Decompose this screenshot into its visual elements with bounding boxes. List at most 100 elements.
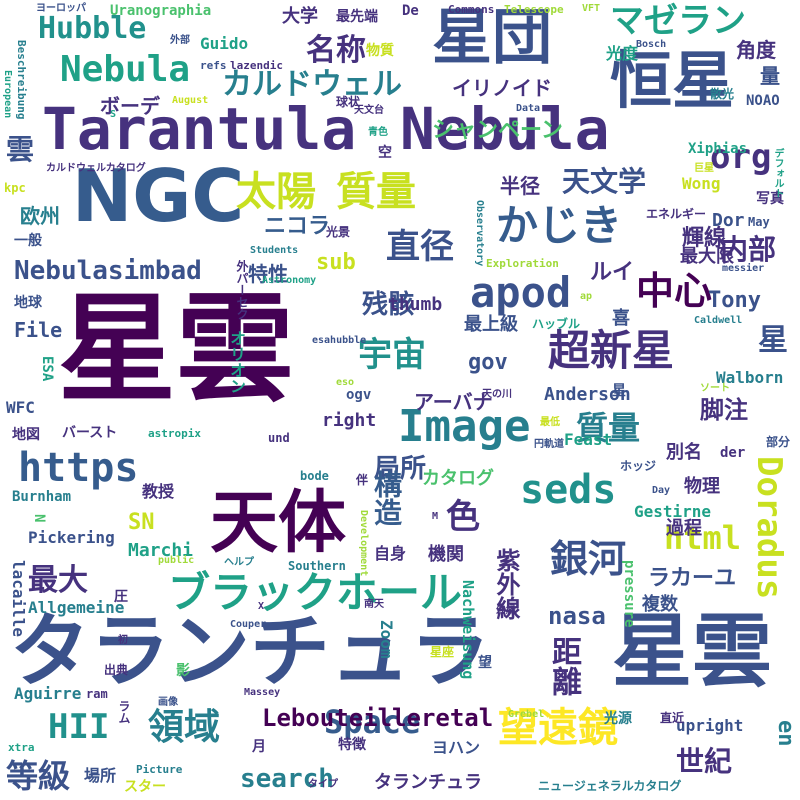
word-tarantula-katakana-small: タランチュラ [374,772,482,793]
word-anderson: Anderson [544,384,631,405]
word-zangai: 残骸 [362,290,415,320]
word-tsuki: 月 [252,739,266,755]
word-doradus: Doradus [749,456,789,600]
word-southern: Southern [288,559,346,573]
word-xtra: xtra [8,741,35,754]
word-kajiki: かじき [496,201,623,250]
word-tony: Tony [708,288,761,313]
word-shitsuryou-yellow: 質量 [336,169,416,215]
word-exploration: Exploration [486,257,559,270]
word-louis: ルイ [590,260,635,285]
word-nachweisung: Nachweisung [459,580,477,680]
word-ginga: 銀河 [550,537,627,581]
word-black-hole: ブラックホール [168,568,463,617]
word-und: und [268,431,290,445]
word-ryouiki-large: 領域 [148,707,221,748]
word-der: der [720,445,746,461]
word-help: ヘルプ [224,557,254,568]
word-nozomu: 望 [478,655,492,671]
word-eso: eso [336,377,355,388]
word-nebula-large: Nebula [400,95,610,163]
word-feast: Feast [564,430,613,449]
word-nanten: 南天 [364,599,384,610]
word-koukei: 光景 [326,225,351,239]
word-hii: HII [48,707,110,747]
word-lacaille: lacaille [9,560,28,638]
word-kisen: 輝線 [682,226,727,251]
word-kousei: 恒星 [610,44,735,117]
word-kumo: 雲 [6,133,35,166]
word-seidan: 星団 [432,3,552,73]
word-new-general-catalog: ニュージェネラルカタログ [538,779,682,793]
word-search: search [240,764,334,794]
word-apod: apod [470,268,572,317]
word-refs: refs [200,59,227,72]
word-noao: NOAO [746,93,780,109]
word-sort: ソート [700,383,730,394]
word-hodge: ホッジ [620,459,657,473]
word-oushuu: 欧州 [20,204,60,228]
word-european: European [2,70,13,119]
word-tenmondai: 天文台 [354,105,384,116]
word-xiphias: Xiphias [688,141,748,157]
word-ippan: 一般 [14,233,42,249]
word-chikyuu: 地球 [14,295,42,311]
word-walborn: Walborn [716,368,784,387]
word-kyori: 距離 [546,636,581,696]
word-hubble: Hubble [38,11,147,46]
word-wong: Wong [682,174,721,193]
word-energy: エネルギー [646,207,707,221]
word-https: https [18,445,139,491]
word-kpc: kpc [4,181,26,195]
word-star: スター [124,779,166,795]
word-atsu: 圧 [114,589,128,605]
word-busshitsu: 物質 [366,43,394,59]
word-dor: Dor [712,210,745,231]
word-kyakuchuu: 脚注 [700,396,748,424]
word-tokusei: 特性 [248,262,288,286]
word-en: en [773,720,798,747]
word-sankou: 散光 [710,87,735,101]
word-astronomy: Astronomy [262,275,317,286]
word-tenmongaku: 天文学 [562,165,647,198]
word-taiyou: 太陽 [236,169,316,215]
word-ram: ram [86,687,108,701]
word-ki: 喜 [612,308,630,329]
word-europe: ヨーロッパ [36,3,86,14]
word-gov: gov [468,350,508,375]
word-basho: 場所 [84,766,117,785]
word-hankei: 半径 [500,174,540,198]
word-hubble-katakana: ハッブル [532,317,581,331]
word-messier: messier [722,263,765,274]
word-naibu: 内部 [720,233,777,266]
word-pressure: pressure [621,560,637,628]
word-chuushin: 中心 [636,269,713,313]
word-chokkei: 直径 [386,227,454,267]
word-m: M [432,511,439,522]
word-gai-parsec: 外パーセク [235,260,249,320]
word-students: Students [250,245,299,256]
word-beschreibung: Beschreibung [15,40,28,120]
word-iro: 色 [446,497,480,537]
word-html: html [664,519,742,557]
word-day: Day [652,485,671,496]
word-image: Image [398,401,531,452]
word-toukyuu: 等級 [6,757,71,795]
word-kyokusho: 局所 [374,454,427,484]
word-nasa: nasa [548,602,606,630]
word-nebulasimbad: Nebulasimbad [14,256,202,286]
word-tarantula-katakana-large: タランチュラ [10,605,490,698]
word-default: デフォルト [772,148,783,198]
word-gazou: 画像 [158,697,178,708]
word-chokkin: 直近 [660,711,685,725]
word-jishin: 自身 [374,544,407,563]
word-enkidou: 円軌道 [534,439,564,450]
word-kyuujou: 球状 [336,95,361,109]
word-astropix: astropix [148,427,201,440]
word-orion: オリオン [227,330,246,394]
word-chizu: 地図 [12,427,40,443]
word-hoshi-small: 星 [612,383,626,399]
word-hatsu: 初 [118,635,128,646]
word-sn: SN [128,510,155,535]
